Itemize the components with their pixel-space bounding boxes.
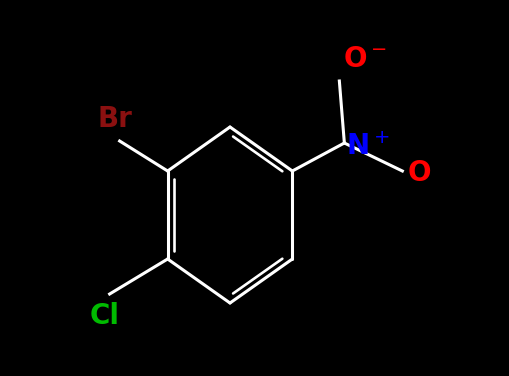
- Text: Cl: Cl: [90, 302, 120, 330]
- Text: $\mathdefault{O}^-$: $\mathdefault{O}^-$: [343, 45, 386, 73]
- Text: Br: Br: [97, 105, 132, 133]
- Text: O: O: [407, 159, 430, 187]
- Text: $\mathdefault{N}^+$: $\mathdefault{N}^+$: [346, 133, 389, 161]
